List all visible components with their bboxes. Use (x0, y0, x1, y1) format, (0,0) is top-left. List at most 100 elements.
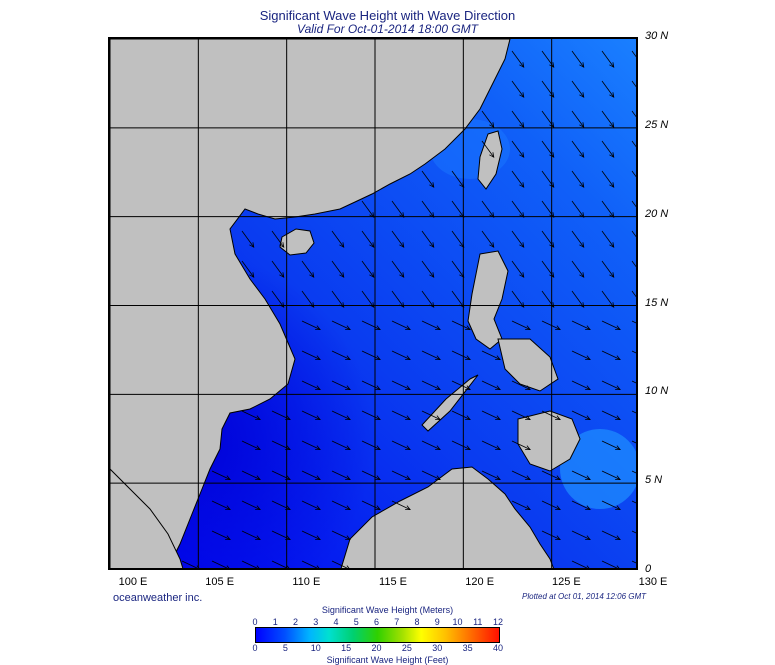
wave-arrow (631, 80, 636, 88)
wave-arrow (601, 470, 621, 480)
legend-feet-tick: 20 (371, 643, 382, 653)
latitude-label: 20 N (645, 207, 669, 220)
wave-arrow (601, 410, 621, 420)
wave-arrow (631, 200, 636, 208)
wave-arrow (631, 440, 636, 444)
wave-arrow (331, 320, 351, 330)
wave-arrow (631, 290, 636, 298)
wave-arrow (271, 260, 285, 278)
wave-arrow (331, 440, 351, 450)
wave-arrow (511, 380, 531, 390)
credit-text: oceanweather inc. (113, 592, 203, 604)
legend-feet-title: Significant Wave Height (Feet) (326, 655, 449, 665)
wave-arrow (361, 320, 381, 330)
wave-arrow (391, 470, 411, 480)
wave-arrow (631, 50, 636, 58)
wave-arrow (631, 380, 636, 384)
wave-arrow (241, 470, 261, 480)
latitude-label: 0 (645, 563, 652, 575)
wave-arrow (571, 200, 585, 218)
wave-arrow (601, 560, 620, 568)
wave-arrow (601, 380, 621, 390)
wave-arrow (601, 320, 621, 330)
wave-arrow (481, 140, 495, 158)
legend-meters-tick: 1 (272, 617, 278, 627)
wave-arrow (421, 350, 441, 360)
wave-arrow (421, 440, 441, 450)
wave-arrow (331, 530, 351, 540)
wave-arrow (301, 440, 321, 450)
latitude-label: 10 N (645, 385, 669, 398)
longitude-label: 110 E (292, 576, 321, 588)
wave-arrow (301, 560, 320, 568)
wave-arrow (241, 530, 261, 540)
wave-arrow (301, 290, 315, 308)
wave-arrow (541, 140, 555, 158)
wave-arrow (631, 350, 636, 354)
legend-meters-title: Significant Wave Height (Meters) (321, 605, 454, 615)
legend-meters-tick: 2 (292, 617, 299, 627)
wave-arrow (181, 560, 200, 568)
wave-arrow (361, 260, 375, 278)
wave-map (108, 37, 638, 570)
wave-arrow (361, 230, 375, 248)
wave-arrow (421, 170, 435, 188)
plotted-timestamp: Plotted at Oct 01, 2014 12:06 GMT (522, 592, 647, 601)
wave-arrow (421, 320, 441, 330)
wave-arrow (361, 440, 381, 450)
legend-meters-tick: 0 (252, 617, 258, 627)
wave-arrow (511, 140, 525, 158)
wave-arrow (421, 470, 441, 480)
wave-arrow (541, 290, 555, 308)
wave-arrow (631, 560, 636, 564)
wave-arrow (451, 170, 465, 188)
legend-feet-tick: 15 (341, 643, 352, 653)
wave-high-patch (560, 429, 636, 509)
landmass-hainan (279, 228, 315, 256)
wave-arrow (451, 260, 465, 278)
wave-arrow (601, 140, 615, 158)
wave-arrow (451, 380, 471, 390)
latitude-label: 25 N (645, 118, 669, 131)
wave-map-canvas (110, 39, 636, 568)
legend-feet-tick: 25 (401, 643, 412, 653)
wave-arrow (361, 200, 375, 218)
wave-arrow (541, 410, 561, 420)
wave-arrow (421, 230, 435, 248)
wave-arrow (541, 170, 555, 188)
wave-arrow (601, 350, 621, 360)
wave-arrow (451, 200, 465, 218)
legend-feet-tick: 35 (462, 643, 473, 653)
wave-arrow (451, 440, 471, 450)
wave-arrow (361, 470, 381, 480)
wave-arrow (571, 230, 585, 248)
wave-arrow (331, 470, 351, 480)
wave-arrow (241, 440, 261, 450)
wave-arrow (301, 530, 321, 540)
wave-arrow (361, 500, 381, 510)
legend-meters-tick: 7 (394, 617, 400, 627)
wave-arrow (631, 410, 636, 414)
wave-arrow (451, 410, 471, 420)
wave-arrow (451, 350, 471, 360)
landmass-borneo (340, 466, 554, 568)
wave-arrow (331, 380, 351, 390)
wave-arrow (331, 410, 351, 420)
legend-meters-tick: 8 (414, 617, 420, 627)
wave-arrow (271, 530, 291, 540)
wave-arrow (601, 110, 615, 128)
wave-arrow (541, 470, 561, 480)
wave-arrow (331, 350, 351, 360)
wave-arrow (571, 110, 585, 128)
legend-meters-tick: 9 (434, 617, 440, 627)
wave-arrow (481, 470, 501, 480)
wave-arrow (331, 290, 345, 308)
latitude-label: 5 N (645, 474, 663, 487)
wave-arrow (241, 500, 261, 510)
wave-arrow (631, 230, 636, 238)
wave-arrow (571, 170, 585, 188)
wave-arrow (601, 170, 615, 188)
wave-arrow (601, 200, 615, 218)
wave-arrow (481, 350, 501, 360)
wave-arrow (271, 440, 291, 450)
